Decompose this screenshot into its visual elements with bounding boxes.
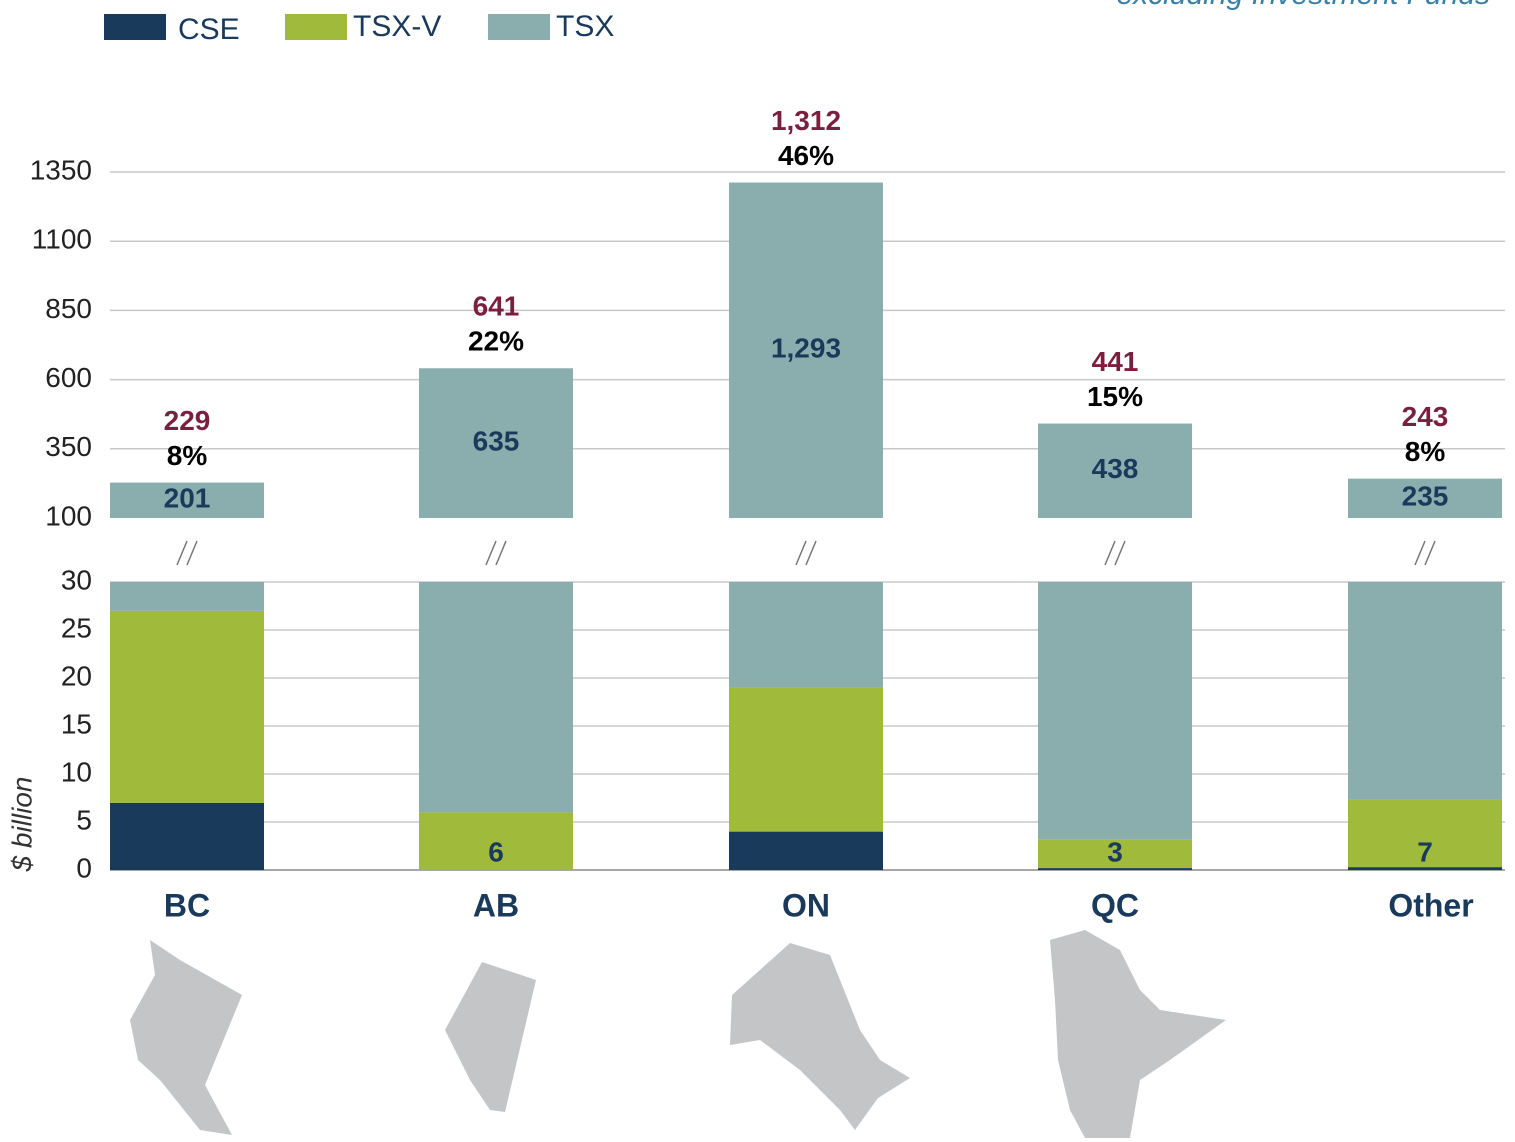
province-maps [130,930,1226,1138]
y-tick-label: 0 [76,852,92,883]
legend-label: TSX-V [353,10,441,43]
legend-swatch [488,14,550,40]
map-on [730,943,910,1130]
total-label: 641 [473,291,520,322]
y2-tick-label: 1100 [32,224,92,255]
bar-segment [1348,799,1502,868]
total-label: 229 [164,405,211,436]
y-tick-label: 30 [61,564,92,595]
total-label: 441 [1092,346,1139,377]
axis-break [186,540,198,566]
map-ab [445,962,536,1112]
bar-segment [1038,839,1192,869]
y2-tick-label: 350 [45,431,92,462]
legend-label: CSE [178,13,240,46]
y-tick-label: 20 [61,660,92,691]
bar-value-label: 1,293 [771,333,841,364]
bar-segment [729,687,883,832]
axis-break [795,540,807,566]
axis-break [1424,540,1436,566]
bar-value-label: 201 [164,483,211,514]
bar-value-label: 3 [1107,836,1123,867]
axis-break [176,540,188,566]
y2-tick-label: 850 [45,293,92,324]
axis-break [495,540,507,566]
share-label: 46% [778,140,834,171]
bar-value-label: 438 [1092,453,1139,484]
bar-segment-upper [110,482,264,518]
axis-break [485,540,497,566]
y2-tick-label: 600 [45,362,92,393]
share-label: 22% [468,326,524,357]
bar-value-label: 6 [488,836,504,867]
subtitle: excluding Investment Funds [1116,0,1490,11]
bar-value-label: 20 [171,836,202,867]
legend-swatch [104,14,166,40]
bar-value-label: 15 [790,836,821,867]
y2-tick-label: 100 [45,500,92,531]
bar-value-label: 635 [473,426,520,457]
total-label: 1,312 [771,105,841,136]
x-tick-label: AB [473,887,519,923]
map-bc [130,940,242,1135]
bar-segment-upper [419,368,573,518]
bar-segment [729,582,883,688]
bar-segment [110,802,264,870]
bar-segment-upper [729,182,883,518]
bar-segment [110,582,264,611]
bar-value-label: 7 [179,836,195,867]
legend-label: TSX [556,10,614,43]
bar-segment [729,831,883,870]
axis-break [1114,540,1126,566]
share-label: 8% [167,440,208,471]
bar-segment-upper [1348,478,1502,518]
bar-value-label: 7 [1417,836,1433,867]
bar-segment [419,812,573,870]
map-qc [1050,930,1226,1138]
y-tick-label: 5 [76,804,92,835]
bar-value-label: 235 [1402,481,1449,512]
y-axis-label: $ billion [6,777,37,873]
total-label: 243 [1402,401,1449,432]
axis-break [805,540,817,566]
share-label: 8% [1405,436,1446,467]
bar-segment [1348,582,1502,800]
bar-segment-upper [1038,423,1192,518]
bar-segment [1348,867,1502,870]
bar-segment [1038,582,1192,840]
y2-tick-label: 1350 [30,154,92,185]
y-tick-label: 15 [61,708,92,739]
bar-segment [419,582,573,813]
bar-value-label: 4 [798,836,814,867]
share-label: 15% [1087,381,1143,412]
y-tick-label: 25 [61,612,92,643]
x-tick-label: QC [1091,887,1139,923]
axis-break [1414,540,1426,566]
y-tick-label: 10 [61,756,92,787]
x-tick-label: ON [782,887,830,923]
axis-break [1104,540,1116,566]
legend-swatch [285,14,347,40]
bar-segment [1038,868,1192,870]
bar-segment [110,610,264,803]
x-tick-label: BC [164,887,210,923]
x-tick-label: Other [1388,887,1473,923]
